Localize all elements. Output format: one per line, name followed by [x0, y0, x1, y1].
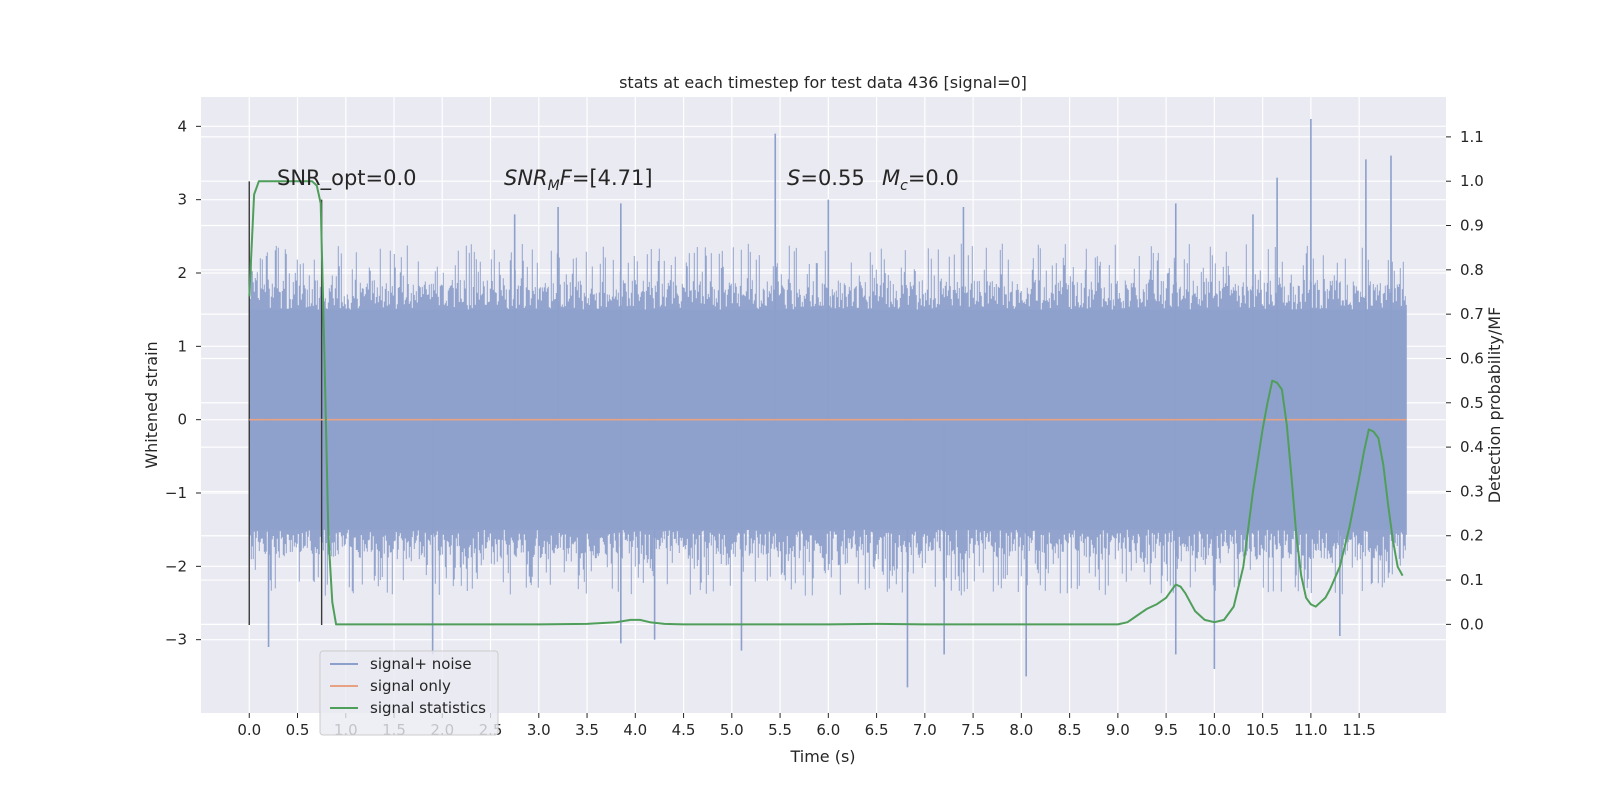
x-tick-label: 9.0 — [1106, 721, 1130, 739]
annotation-s-label: S — [787, 166, 800, 190]
x-tick-label: 4.5 — [672, 721, 696, 739]
x-tick-label: 3.0 — [527, 721, 551, 739]
legend-label-signal-statistics: signal statistics — [370, 699, 486, 717]
annotation-snr-mf-rest: F — [560, 166, 573, 190]
x-tick-label: 11.0 — [1294, 721, 1327, 739]
y-left-tick-label: 1 — [177, 337, 187, 355]
annotation-snr-mf-main: SNR — [504, 166, 548, 190]
legend-box — [319, 650, 499, 736]
y-left-tick-label: 2 — [177, 264, 187, 282]
annotation-mc-sub: c — [900, 178, 908, 194]
annotation-s-value: =0.55 — [800, 166, 864, 190]
annotation-snr-mf-value: =[4.71] — [572, 166, 653, 190]
annotation-s: S=0.55 — [787, 166, 865, 190]
y-left-tick-label: −1 — [165, 484, 187, 502]
y-right-tick-label: 0.2 — [1460, 527, 1484, 545]
y-axis-right-label: Detection probability/MF — [1485, 307, 1504, 504]
x-tick-label: 0.5 — [286, 721, 310, 739]
x-tick-label: 3.5 — [575, 721, 599, 739]
y-left-tick-label: 3 — [177, 191, 187, 209]
annotation-snr-mf: SNRMF=[4.71] — [504, 166, 653, 194]
x-tick-label: 6.0 — [816, 721, 840, 739]
y-right-tick-label: 0.3 — [1460, 482, 1484, 500]
y-right-tick-label: 0.1 — [1460, 571, 1484, 589]
annotation-mc: Mc=0.0 — [882, 166, 959, 194]
y-right-tick-label: 0.4 — [1460, 438, 1484, 456]
x-tick-label: 8.0 — [1009, 721, 1033, 739]
legend-label-signal-only: signal only — [370, 677, 451, 695]
line-series — [248, 180, 1407, 626]
x-axis-label: Time (s) — [789, 747, 855, 766]
legend-label-signal-noise: signal+ noise — [370, 655, 472, 673]
y-right-tick-label: 0.5 — [1460, 394, 1484, 412]
y-right-tick-label: 0.9 — [1460, 217, 1484, 235]
chart-title: stats at each timestep for test data 436… — [619, 73, 1027, 92]
x-tick-label: 7.0 — [913, 721, 937, 739]
x-tick-label: 5.0 — [720, 721, 744, 739]
x-tick-label: 10.5 — [1246, 721, 1279, 739]
annotation-mc-value: =0.0 — [908, 166, 959, 190]
y-right-tick-label: 0.0 — [1460, 615, 1484, 633]
signal-statistics-line — [248, 180, 1404, 626]
x-tick-label: 0.0 — [237, 721, 261, 739]
annotation-mc-label: M — [882, 166, 900, 190]
x-tick-label: 5.5 — [768, 721, 792, 739]
y-right-tick-label: 1.1 — [1460, 128, 1484, 146]
x-tick-label: 6.5 — [865, 721, 889, 739]
y-left-tick-label: −3 — [165, 631, 187, 649]
x-tick-label: 4.0 — [623, 721, 647, 739]
annotation-snr-mf-sub: M — [548, 178, 560, 194]
y-left-tick-label: 0 — [177, 411, 187, 429]
x-tick-label: 10.0 — [1198, 721, 1231, 739]
x-tick-label: 7.5 — [961, 721, 985, 739]
y-right-tick-label: 0.6 — [1460, 349, 1484, 367]
y-right-tick-label: 0.8 — [1460, 261, 1484, 279]
annotation-snr-opt: SNR_opt=0.0 — [277, 166, 417, 191]
x-tick-label: 8.5 — [1058, 721, 1082, 739]
y-right-tick-label: 0.7 — [1460, 305, 1484, 323]
x-tick-label: 9.5 — [1154, 721, 1178, 739]
y-right-tick-label: 1.0 — [1460, 172, 1484, 190]
y-left-tick-label: −2 — [165, 557, 187, 575]
legend: signal+ noise signal only signal statist… — [319, 650, 499, 736]
y-left-tick-label: 4 — [177, 117, 187, 135]
x-tick-label: 11.5 — [1342, 721, 1375, 739]
y-axis-left-label: Whitened strain — [142, 341, 161, 468]
